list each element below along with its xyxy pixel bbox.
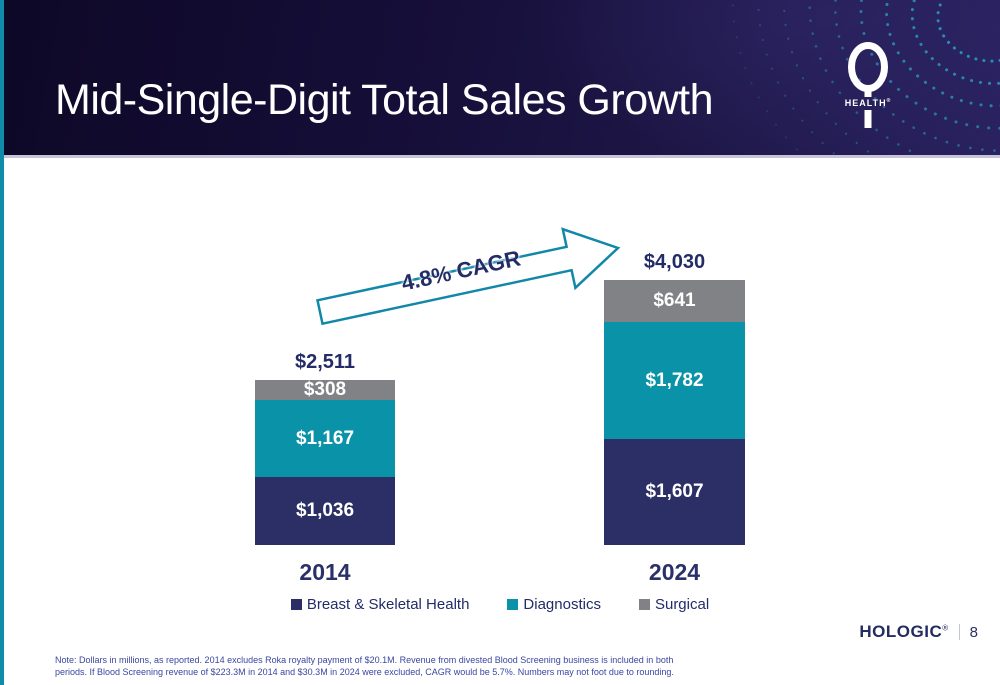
chart-legend: Breast & Skeletal Health Diagnostics Sur… bbox=[0, 596, 1000, 613]
stacked-bar-2014: $308 $1,167 $1,036 bbox=[255, 380, 395, 545]
segment-breast-skeletal-2014: $1,036 bbox=[255, 476, 395, 545]
left-accent-strip bbox=[0, 0, 4, 685]
page-number: 8 bbox=[969, 623, 978, 641]
legend-item-breast-skeletal: Breast & Skeletal Health bbox=[290, 596, 470, 613]
segment-surgical-2014: $308 bbox=[255, 380, 395, 401]
footer-divider bbox=[958, 624, 960, 640]
segment-value-label: $1,167 bbox=[295, 427, 355, 449]
health-q-logo-icon bbox=[848, 42, 888, 128]
dotted-wave-decoration bbox=[731, 0, 1000, 155]
bar-total-2024: $4,030 bbox=[643, 251, 706, 274]
stacked-bar-2024: $641 $1,782 $1,607 bbox=[604, 280, 745, 545]
segment-value-label: $1,782 bbox=[645, 369, 704, 391]
segment-value-label: $308 bbox=[303, 380, 347, 401]
hologic-logo: HOLOGIC® bbox=[859, 622, 949, 641]
slide-header: Mid-Single-Digit Total Sales Growth HEAL… bbox=[4, 0, 1000, 158]
footnote: Note: Dollars in millions, as reported. … bbox=[55, 654, 674, 678]
segment-value-label: $1,607 bbox=[645, 481, 704, 503]
legend-swatch-navy bbox=[290, 599, 302, 610]
bar-total-2014: $2,511 bbox=[294, 351, 356, 374]
segment-diagnostics-2014: $1,167 bbox=[255, 400, 395, 477]
legend-item-diagnostics: Diagnostics bbox=[507, 596, 601, 613]
category-label-2024: 2024 bbox=[648, 559, 701, 585]
legend-swatch-teal bbox=[507, 599, 519, 610]
segment-value-label: $641 bbox=[653, 290, 696, 312]
legend-item-surgical: Surgical bbox=[638, 596, 710, 613]
legend-label: Breast & Skeletal Health bbox=[306, 596, 470, 613]
brand-footer: HOLOGIC® 8 bbox=[859, 622, 978, 642]
bar-2014: $2,511 $308 $1,167 $1,036 2014 bbox=[255, 351, 395, 585]
legend-label: Surgical bbox=[654, 596, 710, 613]
segment-breast-skeletal-2024: $1,607 bbox=[604, 439, 745, 545]
segment-surgical-2024: $641 bbox=[604, 280, 745, 323]
footnote-line-1: Note: Dollars in millions, as reported. … bbox=[55, 655, 674, 665]
footnote-line-2: periods. If Blood Screening revenue of $… bbox=[55, 667, 674, 677]
health-logo-label: HEALTH® bbox=[844, 98, 892, 108]
page-title: Mid-Single-Digit Total Sales Growth bbox=[55, 76, 714, 124]
growth-arrow-icon bbox=[316, 227, 621, 326]
health-q-logo: HEALTH® bbox=[840, 40, 896, 140]
bar-2024: $4,030 $641 $1,782 $1,607 2024 bbox=[604, 251, 745, 585]
category-label-2014: 2014 bbox=[299, 559, 351, 585]
segment-diagnostics-2024: $1,782 bbox=[604, 322, 745, 440]
segment-value-label: $1,036 bbox=[295, 499, 355, 521]
legend-label: Diagnostics bbox=[523, 596, 601, 613]
legend-swatch-gray bbox=[638, 599, 650, 610]
